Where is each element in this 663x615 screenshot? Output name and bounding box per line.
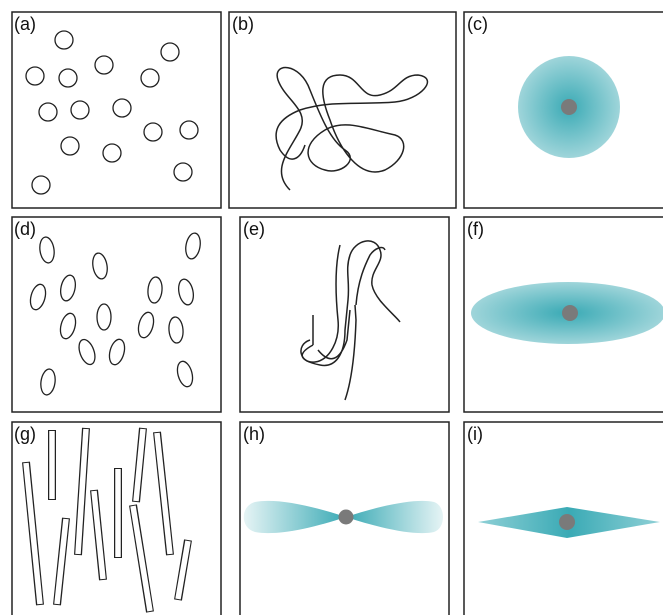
panel-label: (d) <box>14 219 36 239</box>
panel-labels: (a) (b) (c) (d) (e) (f) (g) (h) (i) <box>14 14 488 444</box>
stretched-chain <box>301 241 400 400</box>
spheres <box>26 31 198 194</box>
figure: (a) (b) (c) (d) (e) (f) (g) (h) (i) <box>0 0 663 615</box>
panel-label: (e) <box>243 219 265 239</box>
ellipsoids <box>28 232 202 396</box>
halo <box>346 501 443 533</box>
panel-label: (c) <box>467 14 488 34</box>
halo <box>244 501 346 533</box>
panel-label: (b) <box>232 14 254 34</box>
panel-label: (f) <box>467 219 484 239</box>
random-coil <box>276 68 427 190</box>
panel-label: (h) <box>243 424 265 444</box>
rods <box>26 428 188 612</box>
panel-label: (i) <box>467 424 483 444</box>
particle <box>562 305 578 321</box>
panel-label: (g) <box>14 424 36 444</box>
particle <box>561 99 577 115</box>
particle <box>339 510 354 525</box>
particle <box>559 514 575 530</box>
panel-label: (a) <box>14 14 36 34</box>
